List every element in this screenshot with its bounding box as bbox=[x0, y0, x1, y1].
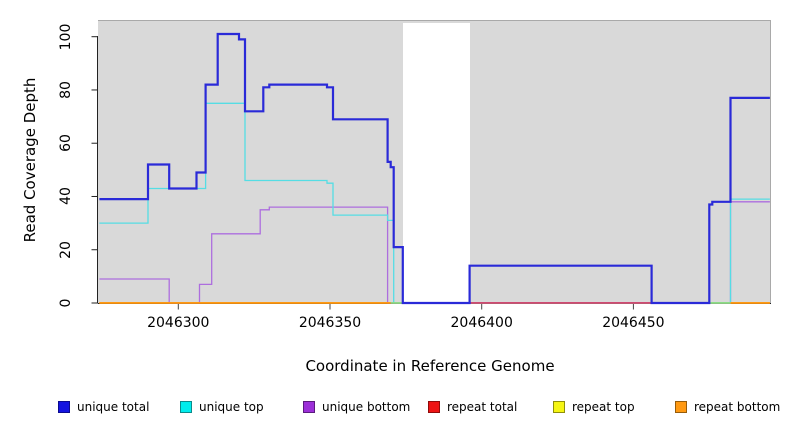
x-tick-label-2046350: 2046350 bbox=[298, 315, 362, 331]
legend-label-repeat-total: repeat total bbox=[447, 400, 518, 414]
legend-item-repeat-bottom: repeat bottom bbox=[675, 400, 780, 414]
legend-swatch-unique-bottom-icon bbox=[303, 401, 315, 413]
x-tick-label-2046450: 2046450 bbox=[602, 315, 665, 331]
series-unique-bottom-line bbox=[99, 201, 770, 304]
x-tick-label-2046400: 2046400 bbox=[450, 315, 513, 331]
legend-swatch-repeat-total-icon bbox=[428, 401, 440, 413]
legend-item-repeat-total: repeat total bbox=[428, 400, 517, 414]
legend-label-unique-bottom: unique bottom bbox=[322, 400, 411, 414]
legend-swatch-unique-total-icon bbox=[58, 401, 70, 413]
legend-label-repeat-bottom: repeat bottom bbox=[694, 400, 781, 414]
x-tick-label-2046300: 2046300 bbox=[147, 315, 210, 331]
y-tick-label-0: 0 bbox=[58, 298, 74, 308]
y-tick-label-100: 100 bbox=[58, 23, 74, 51]
legend-label-unique-top: unique top bbox=[199, 400, 264, 414]
masked-region bbox=[402, 23, 470, 303]
legend-item-unique-top: unique top bbox=[180, 400, 264, 414]
series-unique-top-line bbox=[99, 102, 770, 304]
legend-swatch-repeat-bottom-icon bbox=[675, 401, 687, 413]
legend-label-repeat-top: repeat top bbox=[572, 400, 635, 414]
y-tick-label-60: 60 bbox=[58, 134, 74, 153]
legend-item-unique-total: unique total bbox=[58, 400, 149, 414]
series-unique-total-line bbox=[99, 32, 770, 305]
x-axis-title: Coordinate in Reference Genome bbox=[305, 357, 555, 375]
y-tick-label-40: 40 bbox=[58, 187, 74, 206]
legend-label-unique-total: unique total bbox=[77, 400, 150, 414]
y-axis-title: Read Coverage Depth bbox=[21, 77, 39, 243]
y-tick-label-80: 80 bbox=[58, 81, 74, 99]
legend-item-unique-bottom: unique bottom bbox=[303, 400, 410, 414]
legend-swatch-unique-top-icon bbox=[180, 401, 192, 413]
y-tick-label-20: 20 bbox=[58, 240, 74, 259]
legend-swatch-repeat-top-icon bbox=[553, 401, 565, 413]
legend-item-repeat-top: repeat top bbox=[553, 400, 635, 414]
